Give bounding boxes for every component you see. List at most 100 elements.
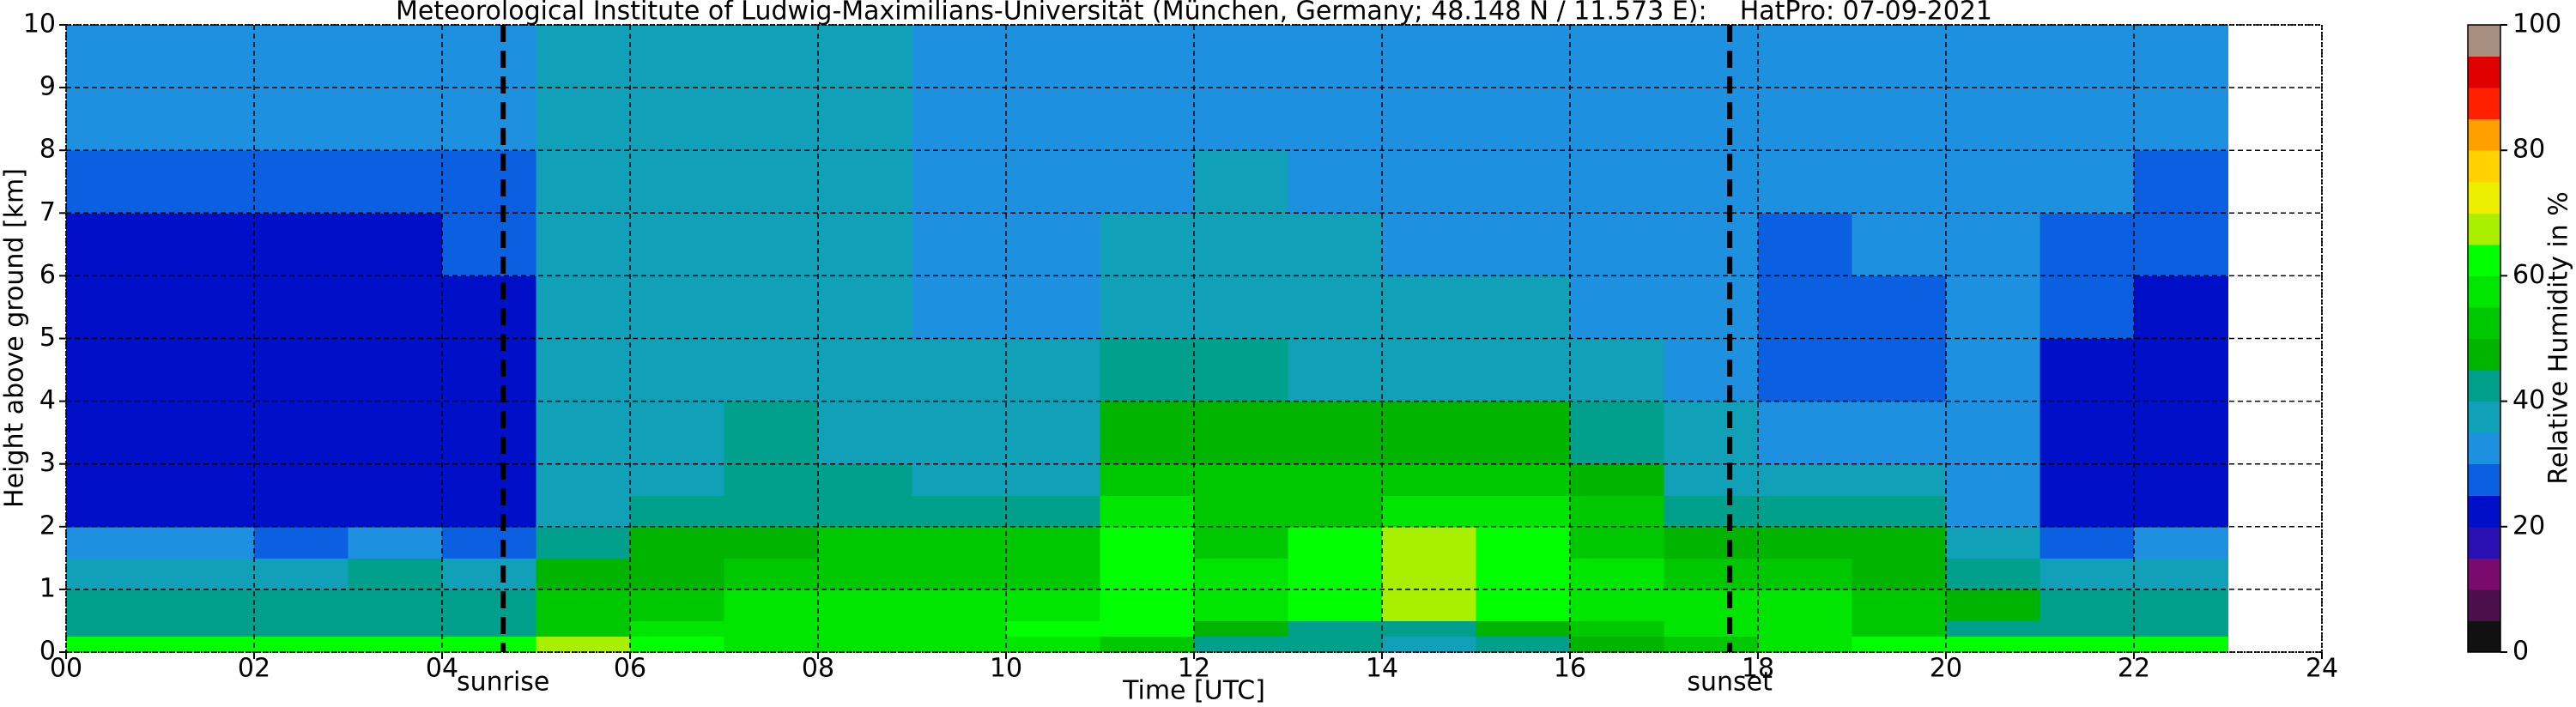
heatmap-cell <box>536 589 631 621</box>
heatmap-cell <box>66 213 161 276</box>
heatmap-cell <box>912 275 1007 339</box>
heatmap-cell <box>1664 558 1759 590</box>
heatmap-cell <box>1946 526 2040 559</box>
heatmap-cell <box>160 213 255 276</box>
colorbar-swatch <box>2468 118 2500 151</box>
heatmap-cell <box>160 401 255 465</box>
heatmap-cell <box>1758 495 1852 528</box>
heatmap-cell <box>1100 495 1195 528</box>
heatmap-cell <box>254 620 349 638</box>
heatmap-cell <box>818 275 912 339</box>
heatmap-cell <box>254 88 349 151</box>
heatmap-cell <box>1852 636 1947 653</box>
heatmap-cell <box>1946 275 2040 339</box>
heatmap-cell <box>1382 495 1476 528</box>
colorbar-label: Relative Humidity in % <box>2544 191 2574 484</box>
heatmap-cell <box>536 495 631 528</box>
heatmap-cell <box>1476 620 1571 638</box>
colorbar-swatch <box>2468 589 2500 621</box>
heatmap-cell <box>1194 463 1288 496</box>
heatmap-cell <box>536 338 631 402</box>
heatmap-cell <box>2040 620 2135 638</box>
heatmap-cell <box>536 88 631 151</box>
heatmap-cell <box>1288 275 1383 339</box>
heatmap-cell <box>1194 150 1288 214</box>
y-tick-label: 10 <box>23 9 56 39</box>
heatmap-cell <box>724 338 819 402</box>
colorbar-swatch <box>2468 463 2500 496</box>
event-label: sunrise <box>457 668 549 698</box>
heatmap-cell <box>1852 150 1947 214</box>
heatmap-cell <box>630 495 724 528</box>
heatmap-cell <box>2134 463 2228 496</box>
heatmap-cell <box>1664 401 1759 465</box>
heatmap-cell <box>442 589 536 621</box>
heatmap-cell <box>66 338 161 402</box>
heatmap-cell <box>536 636 631 653</box>
chart-title: Meteorological Institute of Ludwig-Maxim… <box>396 0 1992 27</box>
heatmap-cell <box>1476 526 1571 559</box>
heatmap-cell <box>536 401 631 465</box>
heatmap-cell <box>1852 558 1947 590</box>
y-tick-label: 6 <box>39 260 56 290</box>
heatmap-cell <box>254 25 349 88</box>
heatmap-cell <box>818 636 912 653</box>
y-tick-label: 2 <box>39 511 56 541</box>
heatmap-cell <box>630 463 724 496</box>
heatmap-cell <box>1476 25 1571 88</box>
heatmap-cell <box>1476 213 1571 276</box>
heatmap-cell <box>818 213 912 276</box>
heatmap-cell <box>2134 338 2228 402</box>
heatmap-cell <box>2134 620 2228 638</box>
heatmap-cell <box>66 463 161 496</box>
heatmap-cell <box>1664 463 1759 496</box>
heatmap-cell <box>2040 526 2135 559</box>
heatmap-cell <box>1570 150 1664 214</box>
heatmap-cell <box>1194 558 1288 590</box>
y-tick-label: 4 <box>39 385 56 415</box>
heatmap-cell <box>536 150 631 214</box>
heatmap-cell <box>630 526 724 559</box>
heatmap-cell <box>1194 526 1288 559</box>
y-tick-label: 5 <box>39 323 56 353</box>
heatmap-cell <box>254 636 349 653</box>
heatmap-cell <box>724 150 819 214</box>
heatmap-cell <box>1758 338 1852 402</box>
heatmap-cell <box>1852 275 1947 339</box>
heatmap-cell <box>724 495 819 528</box>
x-tick-label: 14 <box>1366 654 1398 684</box>
x-tick-label: 08 <box>802 654 834 684</box>
colorbar-tick-label: 100 <box>2512 9 2561 39</box>
heatmap-cell <box>1570 558 1664 590</box>
heatmap-cell <box>442 495 536 528</box>
heatmap-cell <box>818 495 912 528</box>
y-tick-label: 9 <box>39 72 56 102</box>
colorbar-swatch <box>2468 495 2500 528</box>
heatmap-cell <box>1758 620 1852 638</box>
heatmap-cell <box>1382 636 1476 653</box>
colorbar-tick-label: 20 <box>2512 511 2545 541</box>
heatmap-cell <box>2134 526 2228 559</box>
heatmap-cell <box>912 150 1007 214</box>
heatmap-cell <box>348 526 443 559</box>
heatmap-cell <box>2040 463 2135 496</box>
colorbar-swatch <box>2468 213 2500 245</box>
heatmap-cell <box>2134 558 2228 590</box>
heatmap-cell <box>1100 526 1195 559</box>
heatmap-cell <box>160 150 255 214</box>
heatmap-cell <box>1288 589 1383 621</box>
colorbar-swatch <box>2468 181 2500 214</box>
heatmap-cell <box>1570 495 1664 528</box>
heatmap-cell <box>2134 589 2228 621</box>
heatmap-cell <box>1100 25 1195 88</box>
heatmap-cell <box>160 338 255 402</box>
heatmap-cell <box>66 495 161 528</box>
heatmap-cell <box>630 150 724 214</box>
heatmap-cell <box>66 150 161 214</box>
heatmap-cell <box>1100 213 1195 276</box>
heatmap-cell <box>348 495 443 528</box>
heatmap-cell <box>254 275 349 339</box>
heatmap-cell <box>2040 338 2135 402</box>
heatmap-cell <box>1194 275 1288 339</box>
heatmap-cell <box>630 558 724 590</box>
